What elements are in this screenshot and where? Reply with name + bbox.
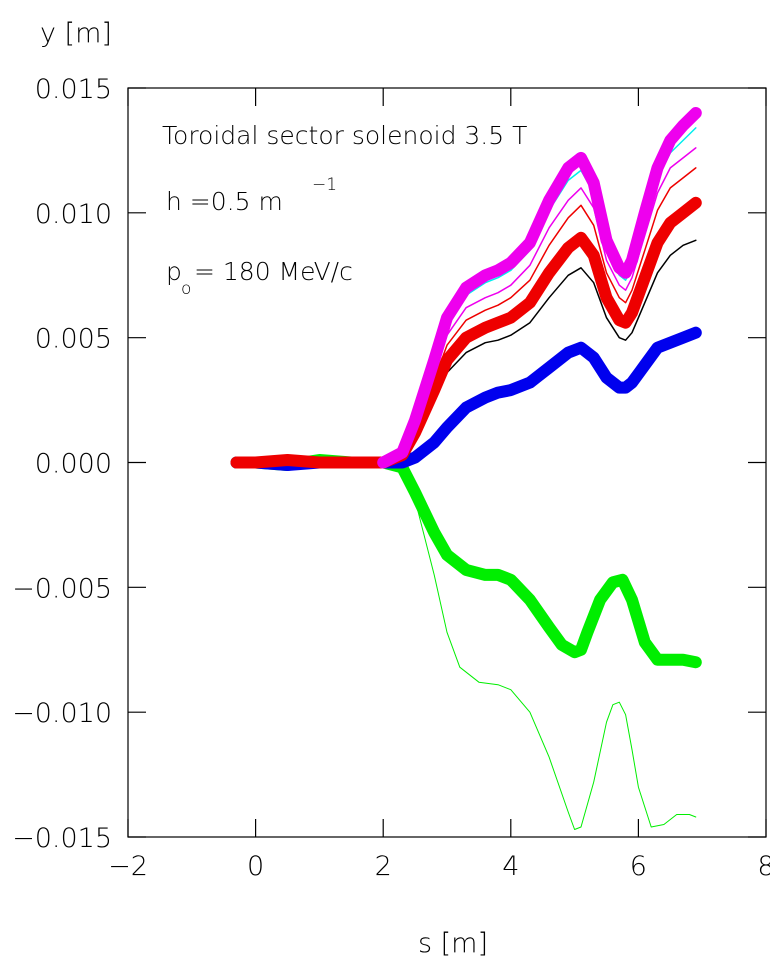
series-layer [230, 107, 702, 830]
y-tick-label: 0.015 [35, 74, 112, 105]
y-tick-label: 0.005 [35, 324, 112, 355]
annotation-momentum-subscript: o [181, 279, 191, 299]
annotation-momentum-value: = 180 MeV/c [194, 257, 353, 286]
axes [127, 87, 767, 838]
y-tick-label: −0.015 [12, 823, 112, 854]
y-tick-label: −0.010 [12, 698, 112, 729]
series-line-6 [382, 167, 697, 464]
y-tick-label: −0.005 [12, 573, 112, 604]
x-tick-label: 2 [375, 851, 392, 882]
x-tick-label: −2 [108, 851, 148, 882]
y-tick-label: 0.010 [35, 199, 112, 230]
series-line-9 [377, 107, 702, 469]
series-line-5 [230, 196, 702, 469]
x-axis-title: s [m] [418, 928, 488, 959]
annotation-title: Toroidal sector solenoid 3.5 T [162, 121, 527, 150]
y-axis-title: y [m] [40, 18, 112, 49]
x-tick-label: 8 [757, 851, 770, 882]
x-tick-label: 0 [247, 851, 264, 882]
x-tick-label: 4 [502, 851, 519, 882]
annotation-curvature: h =0.5 m [166, 187, 283, 216]
x-tick-label: 6 [630, 851, 647, 882]
annotation-curvature-exponent: −1 [312, 175, 337, 195]
annotation-momentum-symbol: p [166, 257, 182, 286]
labels: −2 0 2 4 6 8 −0.015 −0.010 −0.005 0.000 0.005 0.010… [12, 74, 770, 882]
series-line-2 [230, 454, 702, 669]
annotation-block: Toroidal sector solenoid 3.5 T h =0.5 m … [162, 121, 527, 299]
y-tick-label: 0.000 [35, 449, 112, 480]
series-line-1 [236, 459, 697, 830]
